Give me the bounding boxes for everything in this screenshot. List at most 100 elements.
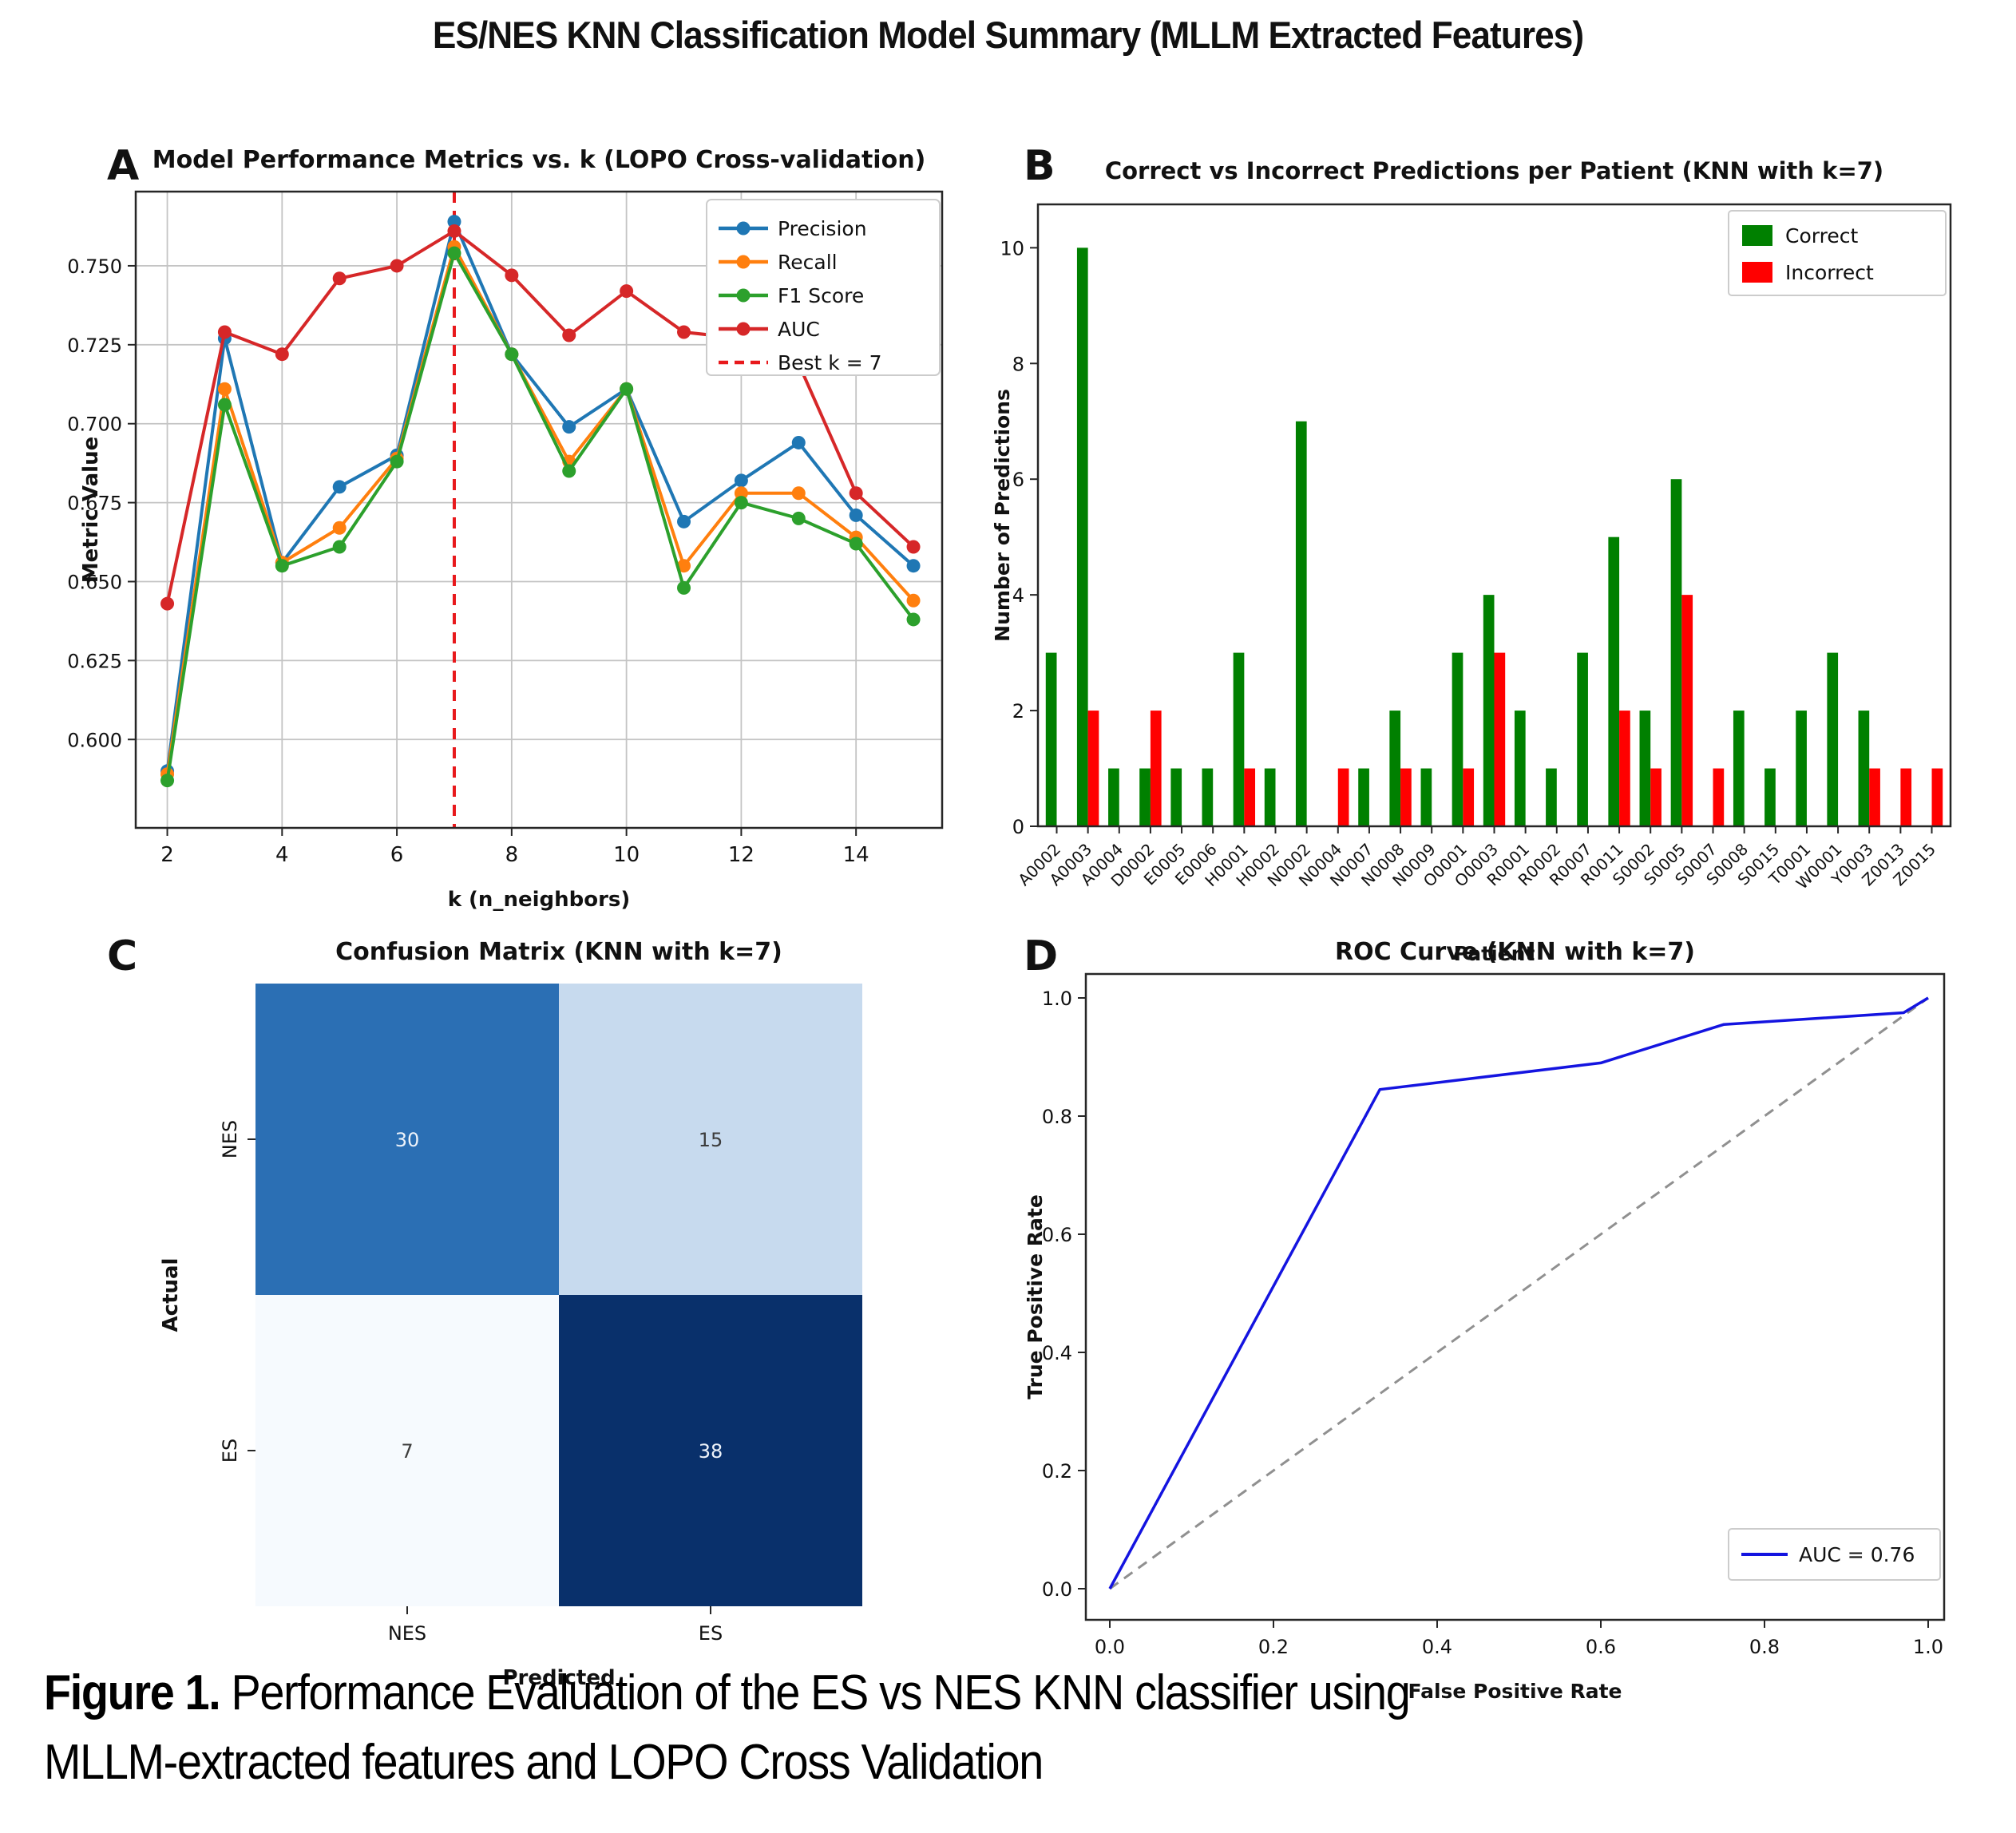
bar-correct bbox=[1764, 768, 1776, 826]
y-tick-label: 8 bbox=[1012, 353, 1024, 375]
panel-a-letter: A bbox=[107, 142, 140, 190]
bar-incorrect bbox=[1681, 595, 1693, 826]
data-point bbox=[217, 325, 232, 339]
legend: AUC = 0.76 bbox=[1728, 1528, 1941, 1581]
legend: Precision Recall F1 Score AUC Best k = 7 bbox=[706, 199, 941, 376]
y-tick-label: 4 bbox=[1012, 584, 1024, 607]
bar-correct bbox=[1608, 536, 1620, 826]
y-tick-label: 0.4 bbox=[1042, 1342, 1072, 1364]
data-point bbox=[562, 420, 576, 434]
data-point bbox=[677, 559, 691, 573]
bar-incorrect bbox=[1400, 768, 1412, 826]
panel-d-title: ROC Curve (KNN with k=7) bbox=[1335, 938, 1695, 966]
bar-correct bbox=[1420, 768, 1432, 826]
data-point bbox=[505, 268, 519, 283]
legend-label: Correct bbox=[1785, 224, 1858, 247]
bars bbox=[1045, 247, 1943, 826]
legend-label: Best k = 7 bbox=[778, 351, 882, 374]
y-tick-label: 0.750 bbox=[67, 255, 122, 278]
x-tick-label: 0.2 bbox=[1258, 1636, 1289, 1658]
data-point bbox=[677, 580, 691, 595]
caption-line2: MLLM-extracted features and LOPO Cross V… bbox=[44, 1734, 1044, 1790]
x-tick-label: 0.4 bbox=[1422, 1636, 1452, 1658]
legend-marker bbox=[736, 255, 751, 269]
x-axis-label: k (n_neighbors) bbox=[448, 888, 631, 912]
bar-correct bbox=[1577, 652, 1588, 826]
bar-correct bbox=[1827, 652, 1839, 826]
panel-b-per-patient-bar-chart: 0246810A0002A0003A0004D0002E0005E0006H00… bbox=[991, 157, 1952, 965]
legend-label: Recall bbox=[778, 251, 838, 274]
y-tick-label: 0 bbox=[1012, 816, 1024, 838]
legend-swatch bbox=[1742, 262, 1772, 283]
x-tick-label: 0.6 bbox=[1586, 1636, 1616, 1658]
y-tick-label: 0.2 bbox=[1042, 1460, 1072, 1483]
panel-d-letter: D bbox=[1024, 932, 1059, 980]
bar-correct bbox=[1546, 768, 1557, 826]
bar-correct bbox=[1170, 768, 1182, 826]
plot-border bbox=[134, 190, 944, 829]
x-tick-label: 6 bbox=[390, 843, 404, 867]
matrix-cells: 30 15 7 38 bbox=[255, 984, 862, 1606]
bar-incorrect bbox=[1244, 768, 1256, 826]
bar-correct bbox=[1452, 652, 1463, 826]
x-tick-label: 14 bbox=[843, 843, 869, 867]
bar-correct bbox=[1045, 652, 1057, 826]
panel-c-letter: C bbox=[107, 932, 138, 980]
x-tick-label: 4 bbox=[275, 843, 289, 867]
legend-marker bbox=[736, 221, 751, 236]
bar-correct bbox=[1733, 711, 1745, 826]
data-point bbox=[791, 511, 806, 525]
chance-diagonal bbox=[1109, 996, 1929, 1590]
data-point bbox=[275, 559, 289, 573]
data-point bbox=[791, 486, 806, 501]
data-point bbox=[906, 612, 921, 627]
bar-correct bbox=[1202, 768, 1214, 826]
data-point bbox=[160, 774, 175, 788]
x-axis-label: Predicted bbox=[502, 1666, 615, 1690]
bar-correct bbox=[1358, 768, 1369, 826]
series-line bbox=[165, 248, 915, 781]
y-tick-label: 0.0 bbox=[1042, 1578, 1072, 1601]
data-point bbox=[677, 514, 691, 529]
panel-b-title: Correct vs Incorrect Predictions per Pat… bbox=[1105, 157, 1883, 184]
data-point bbox=[734, 496, 748, 510]
roc-curve bbox=[1108, 996, 1929, 1590]
row-label: NES bbox=[219, 1120, 241, 1158]
bar-incorrect bbox=[1900, 768, 1912, 826]
panel-a-title: Model Performance Metrics vs. k (LOPO Cr… bbox=[152, 146, 926, 174]
bar-correct bbox=[1670, 479, 1682, 826]
data-point bbox=[677, 325, 691, 339]
x-tick-label: 2 bbox=[160, 843, 174, 867]
bar-correct bbox=[1796, 711, 1807, 826]
legend-marker bbox=[736, 322, 751, 336]
bar-incorrect bbox=[1463, 768, 1475, 826]
data-point bbox=[447, 246, 461, 260]
grid bbox=[136, 192, 942, 828]
panel-c-confusion-matrix: 30 15 7 38 NES ES NES ES Confusion Matrix (KNN w… bbox=[159, 938, 862, 1690]
axis-ticks bbox=[128, 264, 857, 836]
data-point bbox=[620, 382, 634, 396]
y-tick-label: 10 bbox=[1000, 237, 1024, 259]
cell-value: 38 bbox=[699, 1440, 723, 1463]
bar-incorrect bbox=[1869, 768, 1880, 826]
matrix-cell bbox=[255, 1295, 559, 1606]
bar-correct bbox=[1483, 595, 1495, 826]
data-point bbox=[332, 480, 347, 494]
y-tick-label: 0.600 bbox=[67, 729, 122, 751]
y-tick-label: 0.6 bbox=[1042, 1224, 1072, 1246]
bar-correct bbox=[1076, 247, 1088, 826]
bar-incorrect bbox=[1650, 768, 1662, 826]
legend-box bbox=[1728, 210, 1947, 296]
bar-correct bbox=[1295, 421, 1307, 826]
data-point bbox=[849, 508, 863, 522]
bar-incorrect bbox=[1931, 768, 1943, 826]
matrix-cell bbox=[255, 984, 559, 1295]
legend-label: AUC bbox=[778, 318, 820, 341]
bar-incorrect bbox=[1087, 711, 1099, 826]
x-tick-label: 0.8 bbox=[1749, 1636, 1780, 1658]
cell-value: 30 bbox=[395, 1129, 420, 1151]
bar-correct bbox=[1389, 711, 1401, 826]
bar-correct bbox=[1139, 768, 1151, 826]
data-point bbox=[160, 596, 175, 611]
data-point bbox=[332, 521, 347, 535]
